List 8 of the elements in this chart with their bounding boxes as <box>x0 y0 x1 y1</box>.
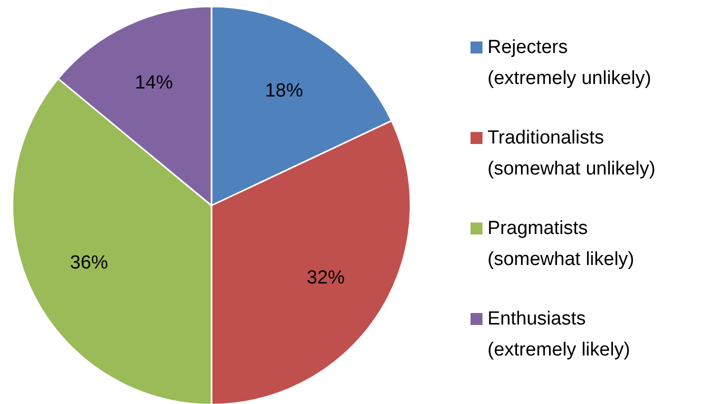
legend-label: Rejecters (extremely unlikely) <box>488 37 652 89</box>
data-label: 36% <box>70 252 108 274</box>
legend-label: Enthusiasts (extremely likely) <box>488 308 630 360</box>
legend-label: Pragmatists (somewhat likely) <box>488 218 634 270</box>
data-label: 32% <box>306 268 345 289</box>
legend-label: Traditionalists (somewhat unlikely) <box>488 128 656 180</box>
data-label: 18% <box>264 80 304 102</box>
data-label: 14% <box>134 72 174 94</box>
